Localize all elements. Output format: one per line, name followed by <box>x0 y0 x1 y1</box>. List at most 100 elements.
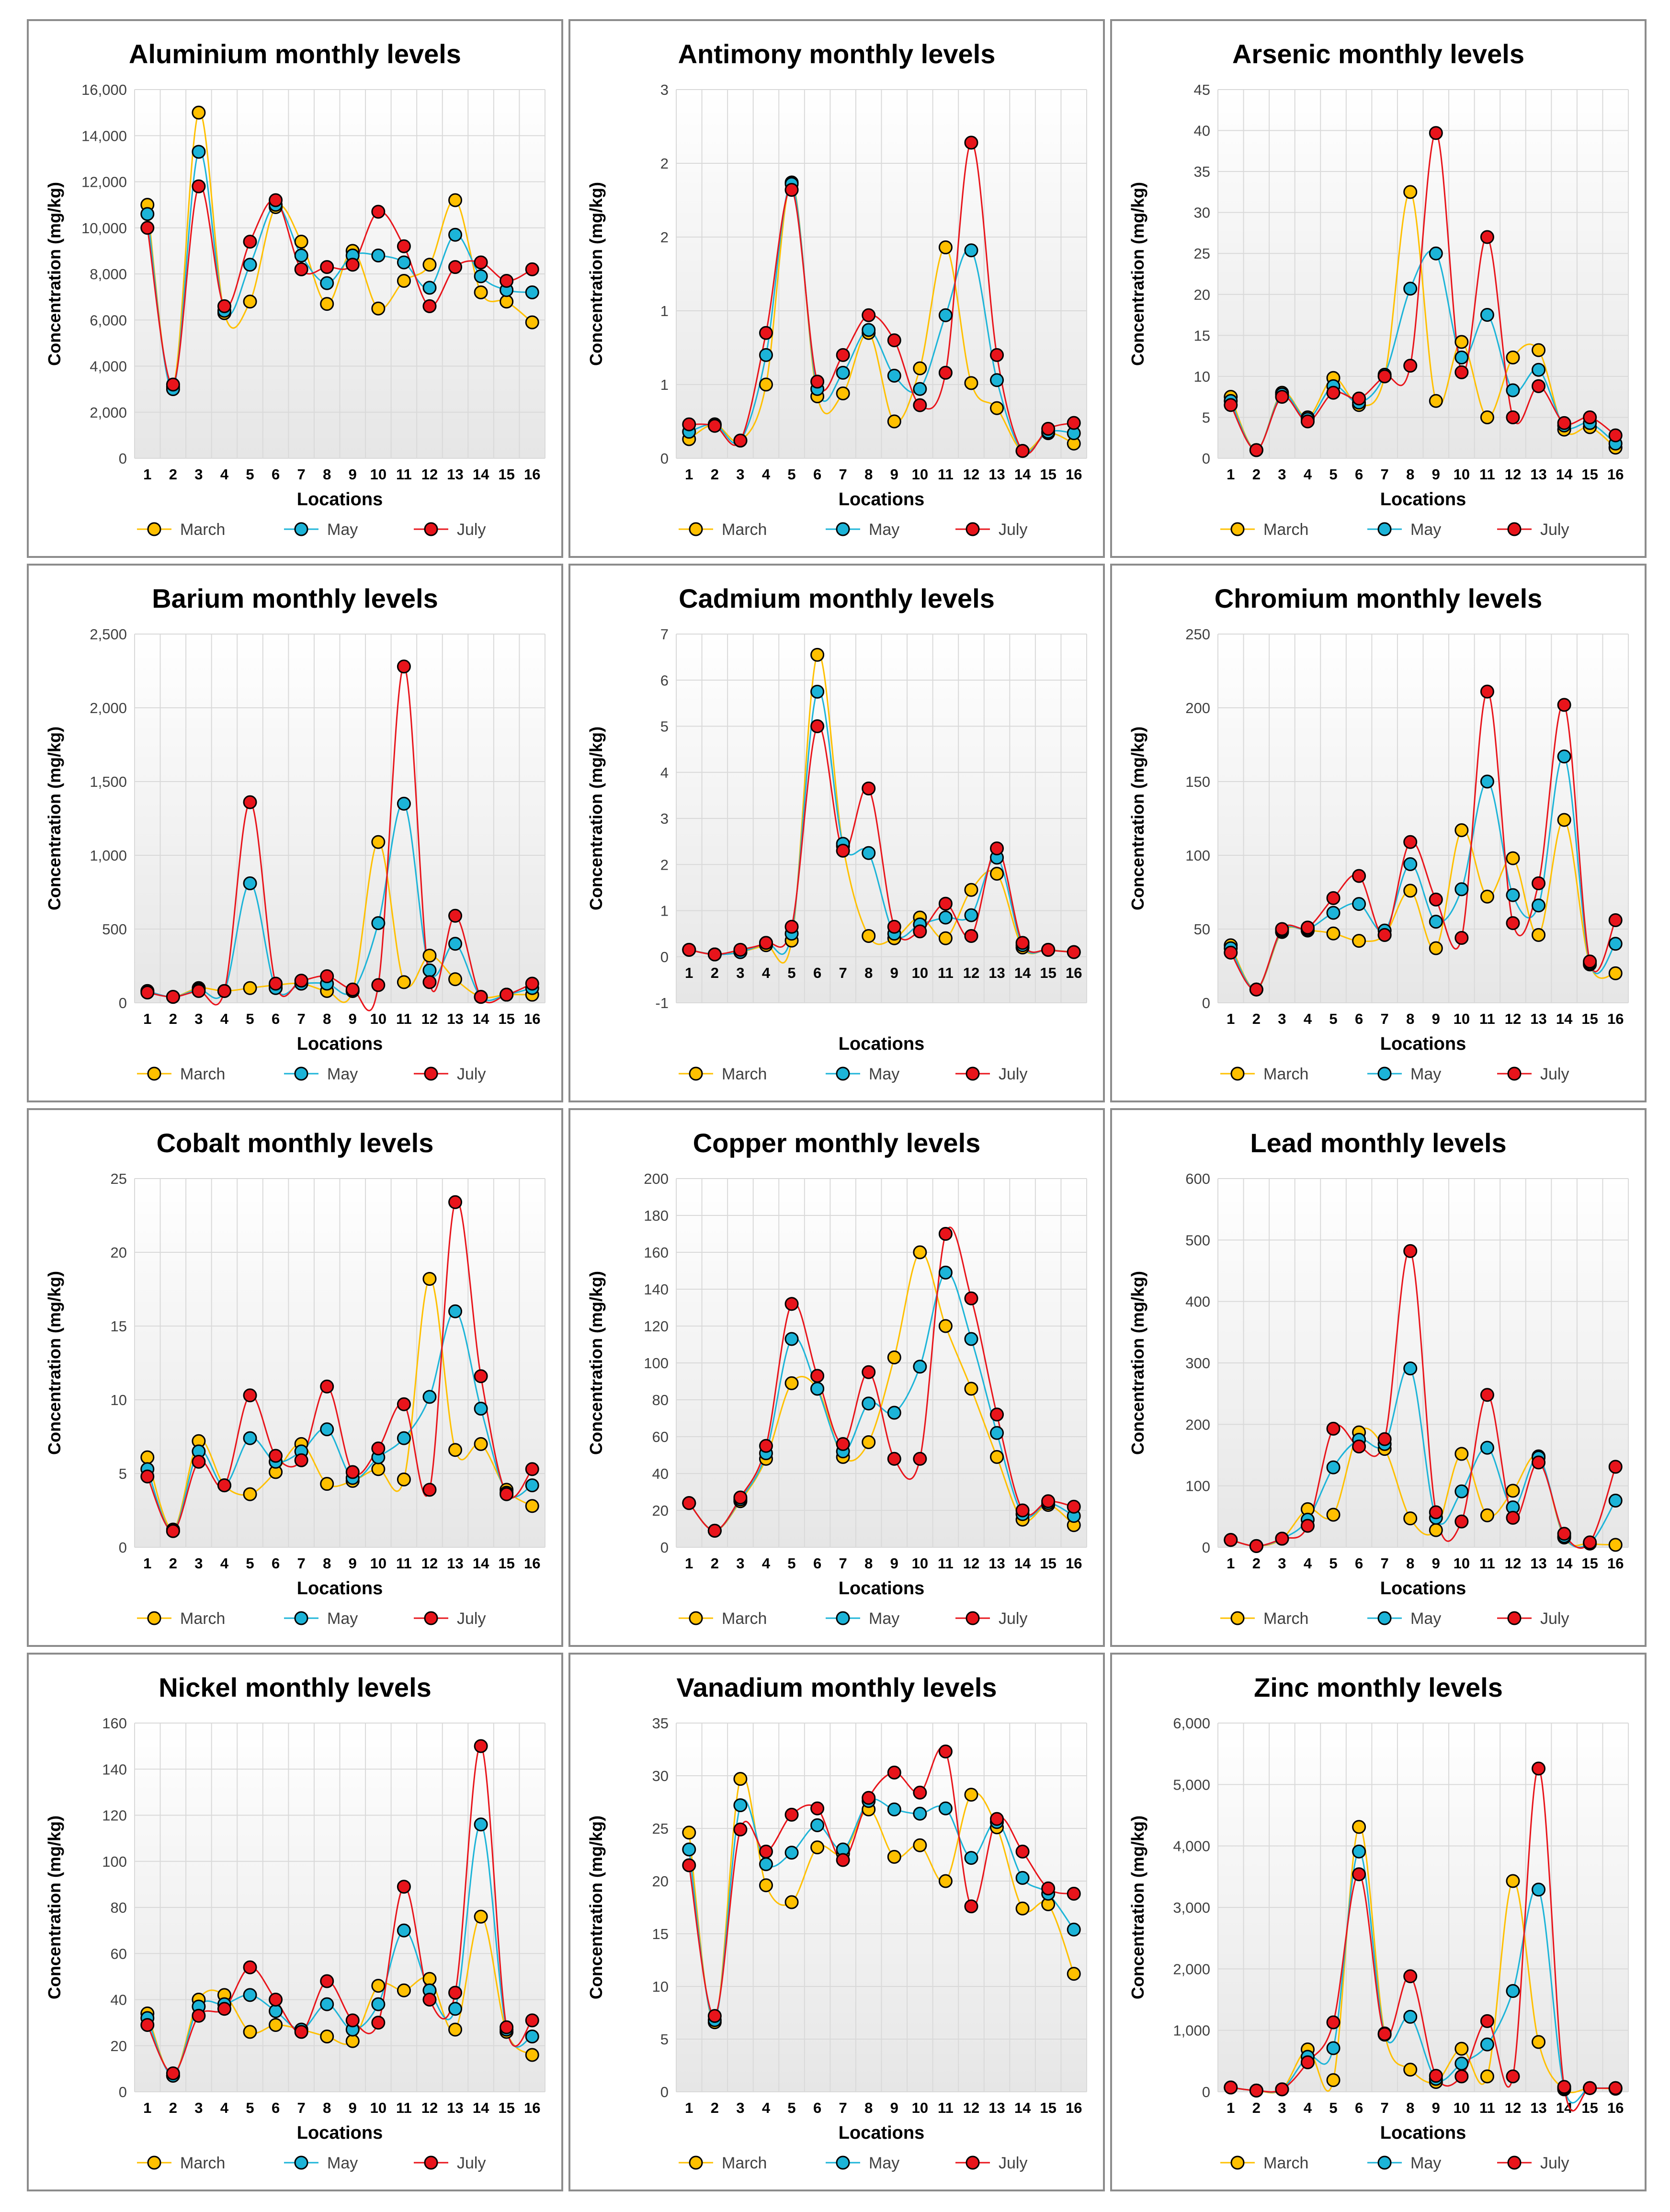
data-point-july <box>140 221 155 235</box>
legend-label: July <box>999 521 1027 539</box>
data-point-march <box>525 1499 539 1513</box>
legend-marker <box>1230 1611 1245 1625</box>
data-point-july <box>1532 1761 1546 1776</box>
legend-marker <box>1377 1066 1392 1081</box>
y-tick-label: 250 <box>1185 626 1210 643</box>
x-tick-label: 9 <box>349 1010 357 1027</box>
legend-item-march: March <box>1220 521 1308 539</box>
legend-item-july: July <box>414 521 486 539</box>
x-tick-label: 12 <box>963 1555 979 1572</box>
data-point-july <box>500 987 514 1002</box>
data-point-july <box>217 1478 231 1493</box>
y-tick-label: 0 <box>660 949 669 965</box>
data-point-july <box>990 1407 1004 1422</box>
data-point-july <box>1224 945 1238 960</box>
data-point-march <box>784 1895 799 1909</box>
y-axis-label: Concentration (mg/kg) <box>586 1815 606 1999</box>
legend-item-july: July <box>414 2154 486 2172</box>
data-point-march <box>1015 1901 1030 1916</box>
legend-label: May <box>869 1065 899 1083</box>
y-tick-label: 0 <box>660 450 669 467</box>
legend-marker <box>294 1611 308 1625</box>
x-tick-label: 11 <box>938 1555 954 1572</box>
x-tick-label: 16 <box>524 1555 540 1572</box>
legend-label: March <box>1263 521 1308 539</box>
x-tick-label: 7 <box>1381 466 1389 483</box>
data-point-may <box>938 308 953 322</box>
data-point-july <box>1015 936 1030 950</box>
legend-marker <box>147 1066 161 1081</box>
data-point-july <box>294 974 308 988</box>
data-point-march <box>1506 851 1520 865</box>
x-tick-label: 6 <box>1355 2099 1363 2116</box>
data-point-may <box>1067 1922 1081 1937</box>
data-point-july <box>1480 2014 1494 2028</box>
legend-marker <box>1377 2155 1392 2170</box>
data-point-march <box>1480 2069 1494 2084</box>
data-point-july <box>1275 390 1289 404</box>
y-tick-label: 5 <box>660 2031 669 2048</box>
x-tick-label: 3 <box>736 964 744 981</box>
x-tick-label: 8 <box>864 2099 873 2116</box>
data-point-may <box>448 227 463 242</box>
data-point-may <box>243 876 257 891</box>
data-point-may <box>1454 1484 1469 1498</box>
data-point-july <box>1429 2069 1443 2083</box>
data-point-may <box>525 2030 539 2043</box>
legend-item-july: July <box>1497 521 1569 539</box>
data-point-march <box>422 1972 437 1986</box>
data-point-may <box>990 1426 1004 1440</box>
data-point-may <box>1403 857 1418 871</box>
data-point-july <box>1300 414 1315 429</box>
x-tick-label: 13 <box>988 466 1005 483</box>
legend-item-march: March <box>679 521 767 539</box>
x-tick-label: 12 <box>963 964 979 981</box>
data-point-july <box>784 1297 799 1311</box>
y-tick-label: 0 <box>1202 995 1210 1011</box>
data-point-july <box>345 2013 360 2028</box>
x-tick-label: 8 <box>323 466 331 483</box>
x-tick-label: 14 <box>473 1555 489 1572</box>
data-point-march <box>1326 926 1341 941</box>
x-axis-label: Locations <box>839 1034 924 1054</box>
data-point-may <box>990 373 1004 387</box>
legend-label: July <box>1540 521 1569 539</box>
x-tick-label: 6 <box>272 2099 280 2116</box>
data-point-march <box>397 1983 411 1997</box>
y-tick-label: 0 <box>119 995 127 1011</box>
x-tick-label: 11 <box>396 2099 412 2116</box>
data-point-march <box>1429 1523 1443 1537</box>
x-tick-label: 4 <box>762 466 771 483</box>
data-point-july <box>1067 1886 1081 1901</box>
x-tick-label: 6 <box>272 466 280 483</box>
y-tick-label: 100 <box>1185 847 1210 864</box>
data-point-july <box>682 417 696 431</box>
data-point-july <box>1506 916 1520 930</box>
data-point-march <box>1403 2063 1418 2077</box>
data-point-march <box>320 297 334 311</box>
y-tick-label: 20 <box>111 2038 127 2054</box>
x-tick-label: 6 <box>1355 466 1363 483</box>
x-tick-label: 15 <box>1040 964 1056 981</box>
data-point-may <box>371 249 386 262</box>
data-point-may <box>397 796 411 811</box>
data-point-july <box>474 990 488 1004</box>
data-point-july <box>140 985 155 999</box>
data-point-march <box>448 193 463 207</box>
data-point-july <box>1583 410 1597 424</box>
legend-label: March <box>180 1610 225 1628</box>
data-point-march <box>1067 1967 1081 1981</box>
data-point-may <box>938 1265 953 1280</box>
x-tick-label: 10 <box>912 466 928 483</box>
legend-label: July <box>457 521 486 539</box>
data-point-july <box>1429 892 1443 907</box>
legend-item-july: July <box>414 1065 486 1083</box>
x-tick-label: 1 <box>143 466 151 483</box>
legend-marker <box>1507 1611 1522 1625</box>
y-tick-label: 0 <box>1202 450 1210 467</box>
x-tick-label: 7 <box>839 2099 847 2116</box>
data-point-march <box>1480 889 1494 904</box>
data-point-may <box>862 323 876 337</box>
legend-marker <box>147 2155 161 2170</box>
